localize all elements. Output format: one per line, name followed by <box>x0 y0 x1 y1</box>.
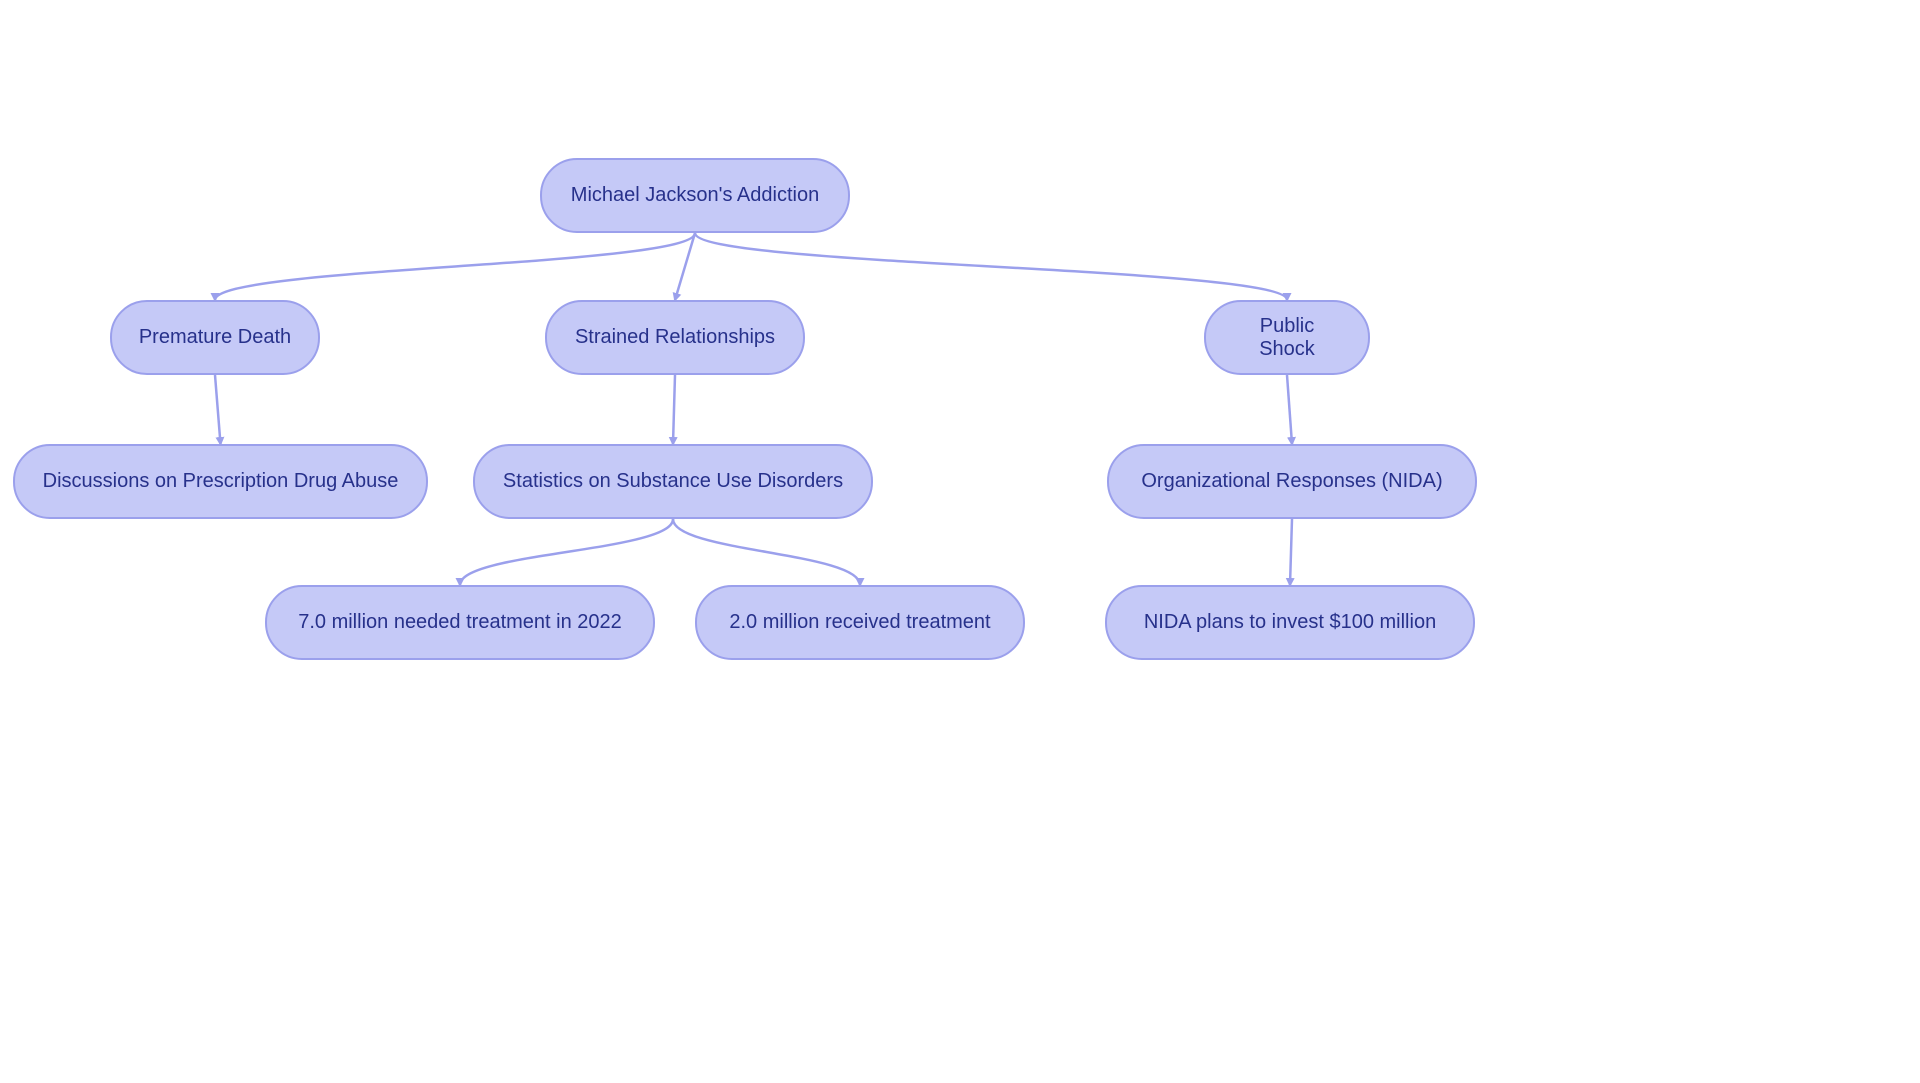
edges-layer <box>0 0 1920 1083</box>
node-label: Statistics on Substance Use Disorders <box>503 470 843 493</box>
node-statistics: Statistics on Substance Use Disorders <box>473 444 873 519</box>
node-nida: NIDA plans to invest $100 million <box>1105 585 1475 660</box>
edge-strained-statistics <box>673 375 675 444</box>
node-label: Discussions on Prescription Drug Abuse <box>43 470 399 493</box>
node-label: Michael Jackson's Addiction <box>571 184 819 207</box>
node-label: NIDA plans to invest $100 million <box>1144 611 1436 634</box>
node-label: 2.0 million received treatment <box>729 611 990 634</box>
node-stat1: 7.0 million needed treatment in 2022 <box>265 585 655 660</box>
node-stat2: 2.0 million received treatment <box>695 585 1025 660</box>
node-label: Strained Relationships <box>575 326 775 349</box>
edge-org-nida <box>1290 519 1292 585</box>
edge-premature-discussions <box>215 375 221 444</box>
node-org: Organizational Responses (NIDA) <box>1107 444 1477 519</box>
edge-root-premature <box>215 233 695 300</box>
edge-public-org <box>1287 375 1292 444</box>
edge-statistics-stat2 <box>673 519 860 585</box>
node-premature: Premature Death <box>110 300 320 375</box>
node-discussions: Discussions on Prescription Drug Abuse <box>13 444 428 519</box>
edge-root-public <box>695 233 1287 300</box>
node-label: Organizational Responses (NIDA) <box>1141 470 1442 493</box>
node-label: 7.0 million needed treatment in 2022 <box>298 611 622 634</box>
node-root: Michael Jackson's Addiction <box>540 158 850 233</box>
node-label: Premature Death <box>139 326 291 349</box>
edge-root-strained <box>675 233 695 300</box>
edge-statistics-stat1 <box>460 519 673 585</box>
diagram-canvas: Michael Jackson's Addiction Premature Dea… <box>0 0 1920 1083</box>
node-label: Public Shock <box>1230 315 1344 361</box>
node-strained: Strained Relationships <box>545 300 805 375</box>
node-public: Public Shock <box>1204 300 1370 375</box>
